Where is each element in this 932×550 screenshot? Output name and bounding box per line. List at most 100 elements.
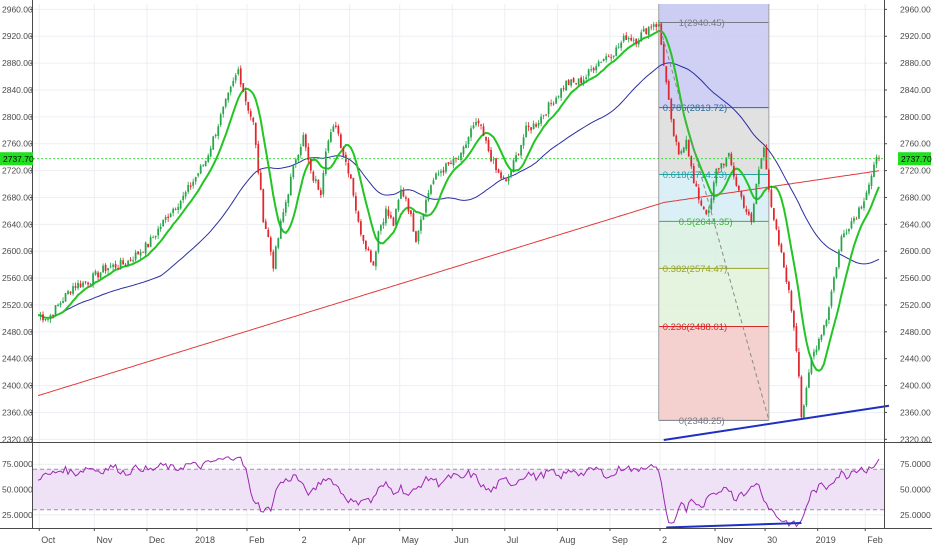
candle-body bbox=[97, 272, 99, 278]
candle-body bbox=[435, 173, 437, 180]
y-tick-label-right: 2680.00 bbox=[900, 192, 931, 202]
y-tick-label-right: 2920.00 bbox=[900, 31, 931, 41]
candle-body bbox=[650, 26, 653, 28]
candle-body bbox=[214, 134, 217, 137]
candle-body bbox=[249, 111, 252, 117]
rsi-tick-label-left: 75.0000 bbox=[2, 459, 33, 469]
candle-body bbox=[455, 158, 457, 159]
candle-body bbox=[818, 338, 820, 350]
candle-body bbox=[244, 91, 247, 102]
candle-body bbox=[808, 372, 810, 388]
candle-body bbox=[652, 24, 655, 27]
candle-body bbox=[445, 163, 447, 172]
candle-body bbox=[755, 183, 758, 205]
candle-body bbox=[460, 152, 462, 160]
y-tick-label-right: 2800.00 bbox=[900, 112, 931, 122]
candle-body bbox=[730, 153, 733, 166]
y-tick-label-right: 2640.00 bbox=[900, 219, 931, 229]
candle-body bbox=[517, 153, 520, 155]
candle-body bbox=[790, 291, 793, 311]
candle-body bbox=[595, 66, 598, 71]
candle-body bbox=[502, 177, 505, 179]
candle-body bbox=[848, 229, 850, 232]
candle-body bbox=[725, 157, 728, 167]
candle-body bbox=[417, 230, 420, 242]
candle-body bbox=[227, 92, 230, 101]
candle-body bbox=[84, 281, 87, 283]
candle-body bbox=[772, 208, 775, 220]
candle-body bbox=[302, 135, 305, 147]
candle-body bbox=[114, 264, 117, 268]
candle-body bbox=[447, 162, 450, 165]
y-tick-label-right: 2560.00 bbox=[900, 273, 931, 283]
candle-body bbox=[830, 291, 833, 307]
y-tick-label-left: 2480.00 bbox=[2, 327, 33, 337]
candle-body bbox=[783, 252, 785, 268]
candle-body bbox=[710, 198, 713, 210]
candle-body bbox=[299, 146, 302, 156]
candle-body bbox=[382, 222, 385, 226]
candle-body bbox=[657, 23, 660, 27]
candlestick-series bbox=[39, 20, 880, 420]
candle-body bbox=[162, 219, 165, 227]
y-tick-label-left: 2640.00 bbox=[2, 219, 33, 229]
ma-10-line bbox=[37, 29, 880, 372]
candle-body bbox=[87, 282, 89, 285]
candle-body bbox=[229, 86, 232, 93]
candle-body bbox=[317, 179, 320, 190]
candle-body bbox=[174, 209, 177, 210]
candle-body bbox=[742, 196, 745, 208]
y-tick-label-right: 2360.00 bbox=[900, 407, 931, 417]
candle-body bbox=[585, 77, 588, 79]
candle-body bbox=[247, 102, 250, 111]
candle-body bbox=[853, 218, 855, 222]
candle-body bbox=[712, 182, 715, 200]
candle-body bbox=[722, 163, 725, 166]
candle-body bbox=[632, 39, 635, 41]
candle-body bbox=[602, 58, 605, 62]
candle-body bbox=[74, 286, 77, 288]
candle-body bbox=[349, 174, 352, 179]
candle-body bbox=[237, 69, 240, 75]
candle-body bbox=[437, 173, 440, 175]
trendlines bbox=[33, 22, 890, 441]
candle-body bbox=[472, 125, 475, 129]
candle-body bbox=[635, 38, 638, 45]
candle-body bbox=[99, 272, 102, 278]
candle-body bbox=[667, 81, 670, 100]
x-tick-label: Feb bbox=[249, 535, 265, 545]
candle-body bbox=[297, 154, 300, 161]
candle-body bbox=[700, 200, 703, 206]
candle-body bbox=[347, 163, 350, 174]
candle-body bbox=[515, 155, 517, 162]
candle-body bbox=[322, 172, 325, 195]
candle-body bbox=[675, 135, 678, 142]
candle-body bbox=[865, 192, 868, 201]
candle-body bbox=[442, 170, 445, 173]
candle-body bbox=[144, 242, 147, 254]
candle-body bbox=[835, 267, 838, 278]
candle-body bbox=[592, 67, 595, 71]
candle-body bbox=[855, 218, 858, 220]
candle-body bbox=[430, 185, 432, 194]
candle-body bbox=[580, 77, 583, 83]
candle-body bbox=[825, 320, 828, 326]
fib-level-label: 0.5(2644.35) bbox=[679, 217, 733, 228]
candle-body bbox=[194, 176, 197, 182]
candle-body bbox=[535, 124, 537, 127]
candle-body bbox=[767, 169, 770, 190]
x-tick-label: 30 bbox=[767, 535, 777, 545]
candle-body bbox=[562, 88, 565, 90]
x-tick-label: Dec bbox=[149, 535, 166, 545]
candle-body bbox=[510, 171, 512, 177]
candle-body bbox=[487, 139, 490, 152]
candle-body bbox=[762, 147, 765, 157]
candle-body bbox=[287, 194, 290, 204]
candle-body bbox=[427, 193, 430, 201]
x-tick-label: May bbox=[402, 535, 420, 545]
fibonacci-retracement: 1(2940.45) 0.786(2813.72) 0.618(2714.23) 0.… bbox=[658, 4, 770, 427]
candle-body bbox=[44, 319, 47, 321]
candle-body bbox=[542, 115, 545, 117]
candle-body bbox=[647, 26, 650, 35]
